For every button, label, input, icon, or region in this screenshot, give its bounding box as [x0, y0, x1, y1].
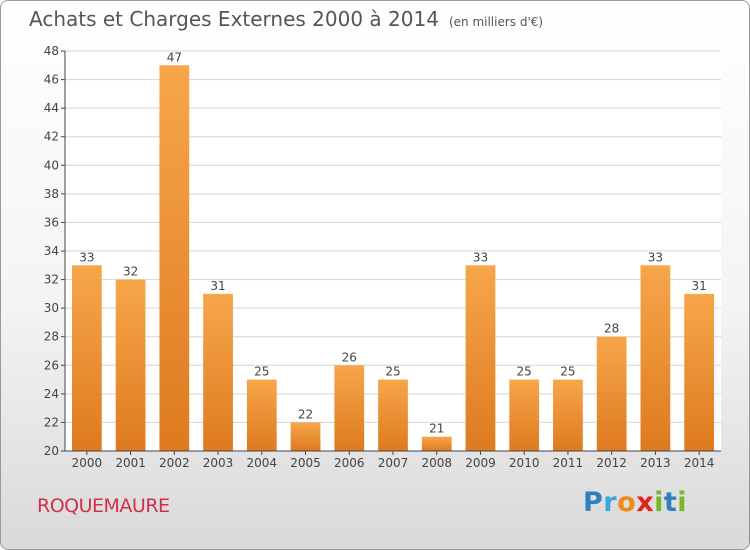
y-tick-label: 32: [44, 273, 59, 287]
y-tick-label: 36: [44, 215, 59, 229]
y-tick-label: 34: [44, 244, 59, 258]
bar: [684, 293, 715, 451]
bar-value-label: 47: [167, 50, 182, 64]
bar: [203, 293, 233, 451]
bar: [640, 265, 671, 451]
x-tick-label: 2006: [334, 456, 365, 470]
bar: [421, 436, 452, 451]
logo-letter: t: [663, 487, 678, 518]
y-tick-label: 30: [44, 301, 59, 315]
y-tick-label: 38: [44, 187, 59, 201]
bar-value-label: 33: [473, 250, 488, 264]
logo-letter: i: [654, 487, 664, 518]
title-text: Achats et Charges Externes 2000 à 2014: [29, 7, 439, 31]
bar: [159, 65, 190, 452]
logo-letter: P: [583, 487, 604, 518]
bar-value-label: 25: [560, 365, 575, 379]
y-tick-label: 42: [44, 130, 59, 144]
bar-value-label: 33: [79, 250, 94, 264]
bar-value-label: 32: [123, 265, 138, 279]
chart-title: Achats et Charges Externes 2000 à 2014 (e…: [29, 7, 543, 31]
y-tick-label: 22: [44, 415, 59, 429]
x-tick-label: 2002: [159, 456, 190, 470]
bar: [334, 365, 365, 451]
proxiti-logo[interactable]: Proxiti: [583, 487, 687, 518]
x-tick-label: 2008: [421, 456, 452, 470]
y-tick-label: 26: [44, 358, 59, 372]
x-tick-label: 2005: [290, 456, 321, 470]
x-tick-label: 2012: [596, 456, 627, 470]
logo-letter: r: [603, 487, 618, 518]
x-tick-label: 2009: [465, 456, 496, 470]
bar-value-label: 33: [648, 250, 663, 264]
bar-value-label: 21: [429, 422, 444, 436]
x-tick-label: 2003: [203, 456, 234, 470]
bar: [509, 379, 540, 451]
y-tick-label: 40: [44, 158, 59, 172]
y-tick-label: 46: [44, 73, 59, 87]
bar-value-label: 31: [691, 279, 706, 293]
bar: [290, 422, 321, 451]
x-tick-label: 2001: [115, 456, 146, 470]
bar: [71, 265, 102, 451]
logo-letter: o: [617, 487, 637, 518]
x-tick-label: 2013: [640, 456, 671, 470]
y-tick-label: 44: [44, 101, 59, 115]
bar-value-label: 25: [254, 365, 269, 379]
y-tick-label: 24: [44, 387, 59, 401]
bar: [246, 379, 277, 451]
bar: [115, 279, 146, 451]
bar: [596, 336, 627, 451]
y-tick-label: 48: [44, 44, 59, 58]
x-tick-label: 2000: [72, 456, 103, 470]
x-tick-label: 2014: [684, 456, 715, 470]
bar-value-label: 26: [342, 350, 357, 364]
bar-value-label: 28: [604, 322, 619, 336]
bar-value-label: 31: [210, 279, 225, 293]
commune-name: ROQUEMAURE: [37, 495, 170, 517]
logo-letter: x: [636, 487, 655, 518]
bar-value-label: 22: [298, 407, 313, 421]
bar-value-label: 25: [385, 365, 400, 379]
x-tick-label: 2010: [509, 456, 540, 470]
y-tick-label: 28: [44, 330, 59, 344]
x-tick-label: 2004: [247, 456, 278, 470]
y-tick-label: 20: [44, 444, 59, 458]
logo-letter: i: [677, 487, 688, 518]
bar: [378, 379, 408, 451]
x-tick-label: 2007: [378, 456, 409, 470]
x-tick-label: 2011: [553, 456, 584, 470]
bar-value-label: 25: [517, 365, 532, 379]
bar: [465, 265, 496, 451]
bar: [553, 379, 583, 451]
unit-label: (en milliers d'€): [448, 15, 544, 29]
